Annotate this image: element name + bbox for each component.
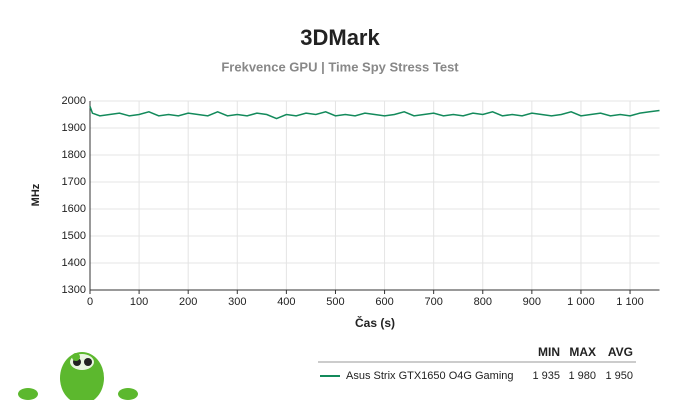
y-tick-label: 1700	[62, 176, 86, 188]
y-tick-label: 2000	[62, 95, 86, 107]
y-tick-label: 1400	[62, 257, 86, 269]
x-tick-label: 0	[87, 296, 93, 308]
legend-stat: 1 935	[532, 370, 560, 382]
x-tick-label: 600	[375, 296, 393, 308]
chart-subtitle: Frekvence GPU | Time Spy Stress Test	[221, 59, 459, 74]
x-tick-label: 800	[474, 296, 492, 308]
x-axis-label: Čas (s)	[355, 315, 395, 330]
legend-header: MIN	[538, 345, 560, 359]
legend-stat: 1 950	[605, 370, 633, 382]
legend-header: AVG	[608, 345, 633, 359]
x-tick-label: 1 100	[616, 296, 644, 308]
y-tick-label: 1900	[62, 122, 86, 134]
x-tick-label: 700	[424, 296, 442, 308]
data-line	[89, 106, 660, 120]
legend-header: MAX	[569, 345, 596, 359]
x-tick-label: 400	[277, 296, 295, 308]
y-tick-label: 1500	[62, 230, 86, 242]
x-tick-label: 100	[130, 296, 148, 308]
legend-label: Asus Strix GTX1650 O4G Gaming	[346, 370, 514, 382]
y-axis-label: MHz	[30, 183, 42, 206]
y-tick-label: 1300	[62, 284, 86, 296]
y-tick-label: 1600	[62, 203, 86, 215]
x-tick-label: 900	[523, 296, 541, 308]
x-tick-label: 300	[228, 296, 246, 308]
y-tick-label: 1800	[62, 149, 86, 161]
mascot	[18, 352, 138, 400]
chart-title: 3DMark	[300, 25, 380, 50]
x-tick-label: 1 000	[567, 296, 595, 308]
legend-stat: 1 980	[568, 370, 596, 382]
x-tick-label: 500	[326, 296, 344, 308]
x-tick-label: 200	[179, 296, 197, 308]
